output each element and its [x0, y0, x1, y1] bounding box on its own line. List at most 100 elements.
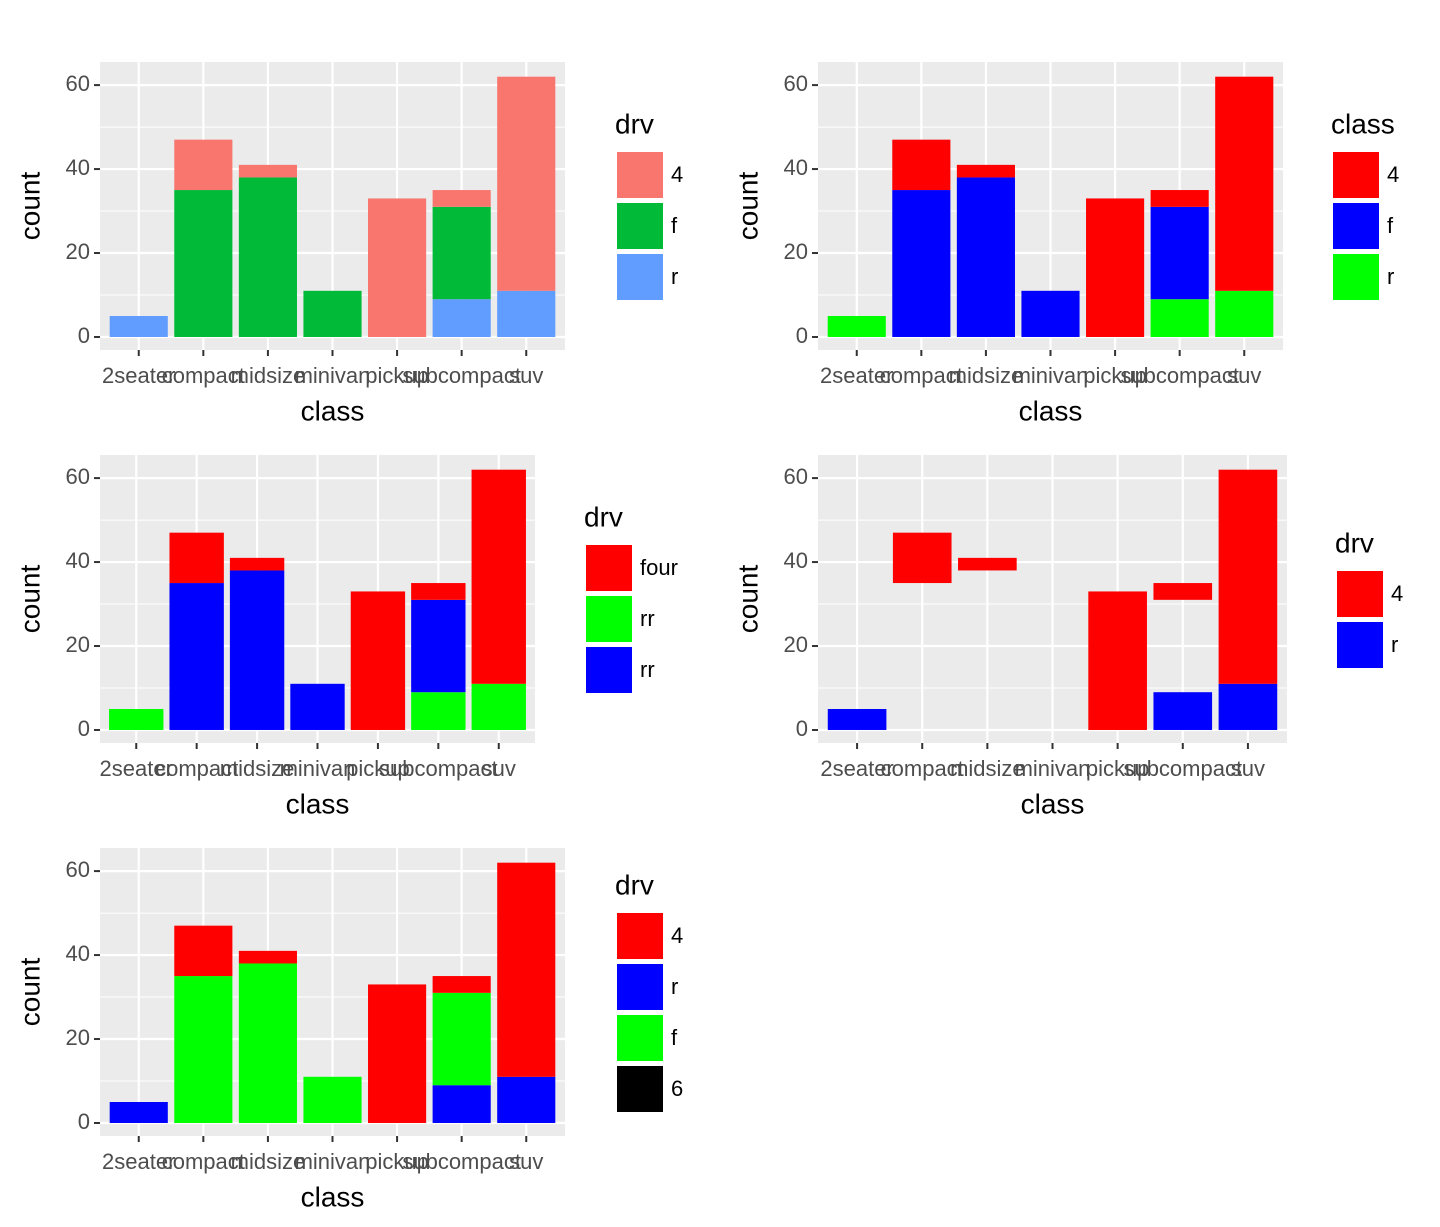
chart: 0 20 40 60 2seatercompactmidsizeminivanpicku…	[732, 62, 1399, 426]
y-axis-title: count	[14, 958, 45, 1027]
bar	[432, 992, 491, 1086]
bar	[238, 963, 297, 1123]
y-tick-label: 20	[66, 239, 90, 264]
legend-key	[617, 254, 663, 300]
bar	[411, 599, 466, 693]
y-axis-title: count	[732, 172, 763, 241]
bar	[238, 177, 297, 337]
bar	[109, 708, 164, 730]
bar	[432, 1085, 491, 1123]
x-tick-label: suv	[509, 1149, 543, 1174]
bar	[368, 984, 427, 1123]
bar	[827, 315, 886, 337]
bar	[471, 469, 526, 684]
bar	[1153, 692, 1213, 730]
x-tick-label: compact	[155, 756, 238, 781]
legend-key	[586, 596, 632, 642]
chart: 0 20 40 60 2seatercompactmidsizeminivanpicku…	[14, 62, 683, 426]
y-tick-label: 60	[66, 857, 90, 882]
legend-label: r	[1391, 632, 1398, 657]
legend-label: f	[671, 1025, 678, 1050]
x-tick-label: minivan	[295, 1149, 371, 1174]
legend-key	[586, 545, 632, 591]
bar	[1021, 290, 1080, 337]
bar	[368, 198, 427, 337]
bar	[303, 290, 362, 337]
y-tick-label: 20	[784, 239, 808, 264]
y-tick-label: 60	[66, 464, 90, 489]
y-axis-title: count	[14, 172, 45, 241]
bar	[1150, 206, 1209, 300]
x-tick-label: midsize	[950, 756, 1025, 781]
bar	[1088, 591, 1147, 730]
x-tick-label: 2seater	[102, 1149, 175, 1174]
legend-title: drv	[615, 108, 654, 139]
legend-label: f	[1387, 213, 1394, 238]
y-tick-label: 20	[66, 632, 90, 657]
bar	[169, 532, 224, 584]
x-tick-label: subcompact	[402, 363, 521, 388]
x-tick-label: subcompact	[1120, 363, 1239, 388]
bar	[1215, 76, 1274, 291]
y-tick-label: 60	[784, 71, 808, 96]
bar	[497, 1076, 556, 1123]
x-tick-label: compact	[162, 1149, 245, 1174]
legend-label: r	[671, 974, 678, 999]
x-axis-title: class	[286, 788, 350, 819]
bar	[174, 139, 233, 191]
y-axis-title: count	[732, 565, 763, 634]
y-tick-label: 40	[66, 941, 90, 966]
legend-key	[586, 647, 632, 693]
x-tick-label: midsize	[231, 363, 306, 388]
legend-label: 4	[1387, 162, 1399, 187]
x-tick-label: subcompact	[1123, 756, 1242, 781]
bar	[1218, 469, 1278, 684]
y-tick-label: 60	[66, 71, 90, 96]
x-tick-label: minivan	[295, 363, 371, 388]
y-tick-label: 0	[78, 1109, 90, 1134]
legend-key	[1337, 622, 1383, 668]
bar	[956, 177, 1015, 337]
y-tick-label: 40	[66, 155, 90, 180]
x-axis-title: class	[1021, 788, 1085, 819]
bar	[432, 206, 491, 300]
x-tick-label: minivan	[1013, 363, 1089, 388]
x-tick-label: minivan	[1015, 756, 1091, 781]
bar	[827, 708, 887, 730]
legend-key	[617, 152, 663, 198]
x-tick-label: 2seater	[820, 756, 893, 781]
x-tick-label: pickup	[346, 756, 410, 781]
legend-label: rr	[640, 606, 655, 631]
bar	[174, 925, 233, 977]
bar	[958, 557, 1017, 571]
y-tick-label: 20	[784, 632, 808, 657]
x-axis-title: class	[301, 395, 365, 426]
y-tick-label: 0	[78, 716, 90, 741]
x-tick-label: pickup	[365, 1149, 429, 1174]
x-tick-label: suv	[482, 756, 516, 781]
bar	[471, 683, 526, 730]
legend-key	[617, 1066, 663, 1112]
x-tick-label: midsize	[231, 1149, 306, 1174]
legend-key	[1333, 203, 1379, 249]
x-tick-label: pickup	[365, 363, 429, 388]
legend-title: drv	[584, 501, 623, 532]
x-tick-label: suv	[1231, 756, 1265, 781]
bar	[1150, 299, 1209, 337]
bar	[892, 139, 951, 191]
bar	[290, 683, 345, 730]
legend-key	[617, 203, 663, 249]
y-tick-label: 40	[66, 548, 90, 573]
bar	[169, 583, 224, 730]
bar	[411, 692, 466, 730]
bar	[350, 591, 406, 730]
legend-key	[617, 1015, 663, 1061]
bar	[238, 164, 297, 178]
legend-key	[1337, 571, 1383, 617]
legend-title: drv	[615, 869, 654, 900]
y-tick-label: 40	[784, 155, 808, 180]
bar	[238, 950, 297, 964]
legend-label: r	[1387, 264, 1394, 289]
x-tick-label: compact	[880, 363, 963, 388]
bar	[497, 76, 556, 291]
